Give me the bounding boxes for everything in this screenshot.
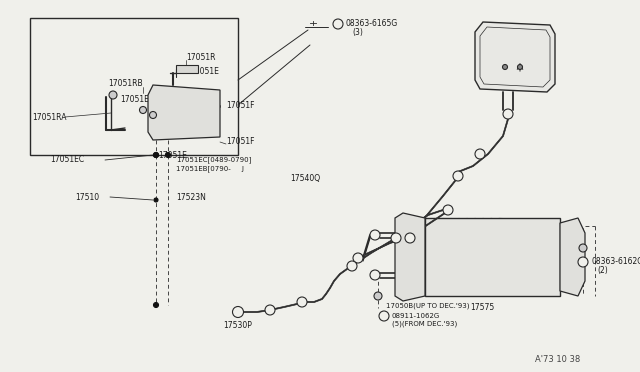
Text: S: S	[335, 21, 340, 27]
Text: i: i	[479, 151, 481, 157]
Text: f: f	[356, 255, 360, 261]
Text: h: h	[456, 173, 461, 179]
Text: S: S	[580, 259, 586, 265]
Circle shape	[150, 112, 157, 119]
Circle shape	[297, 297, 307, 307]
Text: 17051F: 17051F	[226, 138, 255, 147]
Circle shape	[405, 233, 415, 243]
Circle shape	[166, 153, 170, 157]
Text: 17051RA: 17051RA	[32, 112, 67, 122]
Circle shape	[391, 233, 401, 243]
Circle shape	[475, 149, 485, 159]
Circle shape	[579, 244, 587, 252]
Text: b: b	[300, 299, 305, 305]
Circle shape	[578, 257, 588, 267]
Circle shape	[370, 270, 380, 280]
Circle shape	[154, 302, 159, 308]
Text: 08363-6162G: 08363-6162G	[591, 257, 640, 266]
Text: 17051EB[0790-     J: 17051EB[0790- J	[176, 166, 244, 172]
Text: a: a	[236, 309, 240, 315]
Text: 17540Q: 17540Q	[290, 173, 320, 183]
Text: 17523N: 17523N	[176, 192, 206, 202]
Circle shape	[154, 153, 159, 157]
Text: 17510: 17510	[75, 192, 99, 202]
Text: A'73 10 38: A'73 10 38	[535, 356, 580, 365]
Text: 17051R: 17051R	[186, 52, 216, 61]
Bar	[30, 18, 238, 155]
Text: 17051EC[0489-0790]: 17051EC[0489-0790]	[176, 157, 252, 163]
Text: d: d	[394, 235, 399, 241]
Text: N: N	[381, 313, 387, 319]
Circle shape	[374, 292, 382, 300]
Text: (3): (3)	[352, 28, 363, 36]
Circle shape	[443, 205, 453, 215]
Text: (5)(FROM DEC.'93): (5)(FROM DEC.'93)	[392, 321, 457, 327]
Text: k: k	[268, 307, 273, 313]
Circle shape	[370, 230, 380, 240]
Circle shape	[518, 64, 522, 70]
Text: e: e	[445, 207, 451, 213]
Circle shape	[353, 253, 363, 263]
Circle shape	[154, 198, 158, 202]
Text: 17051ED: 17051ED	[120, 94, 155, 103]
Text: 17051E: 17051E	[190, 67, 219, 76]
Circle shape	[453, 171, 463, 181]
Polygon shape	[395, 213, 425, 301]
Circle shape	[140, 106, 147, 113]
Polygon shape	[560, 218, 585, 296]
Text: c: c	[350, 263, 354, 269]
Polygon shape	[148, 85, 220, 140]
Circle shape	[232, 307, 243, 317]
Circle shape	[347, 261, 357, 271]
Circle shape	[379, 311, 389, 321]
Text: (2): (2)	[597, 266, 608, 275]
Circle shape	[154, 153, 159, 157]
Text: 08363-6165G: 08363-6165G	[345, 19, 397, 29]
Circle shape	[333, 19, 343, 29]
Text: g: g	[408, 235, 413, 241]
Polygon shape	[475, 22, 555, 92]
Text: j: j	[507, 111, 509, 117]
Text: 17575: 17575	[470, 304, 494, 312]
Bar	[176, 65, 198, 73]
Bar	[425, 218, 560, 296]
Text: 17051F: 17051F	[226, 100, 255, 109]
Circle shape	[265, 305, 275, 315]
Text: 17050B(UP TO DEC.'93): 17050B(UP TO DEC.'93)	[386, 303, 470, 309]
Circle shape	[503, 109, 513, 119]
Text: 17530P: 17530P	[223, 321, 252, 330]
Text: 17051E: 17051E	[158, 151, 187, 160]
Text: 08911-1062G: 08911-1062G	[392, 313, 440, 319]
Circle shape	[109, 91, 117, 99]
Text: 17051RB: 17051RB	[108, 78, 143, 87]
Text: f: f	[373, 232, 376, 238]
Text: 17051EC: 17051EC	[50, 155, 84, 164]
Circle shape	[502, 64, 508, 70]
Text: l: l	[374, 272, 376, 278]
